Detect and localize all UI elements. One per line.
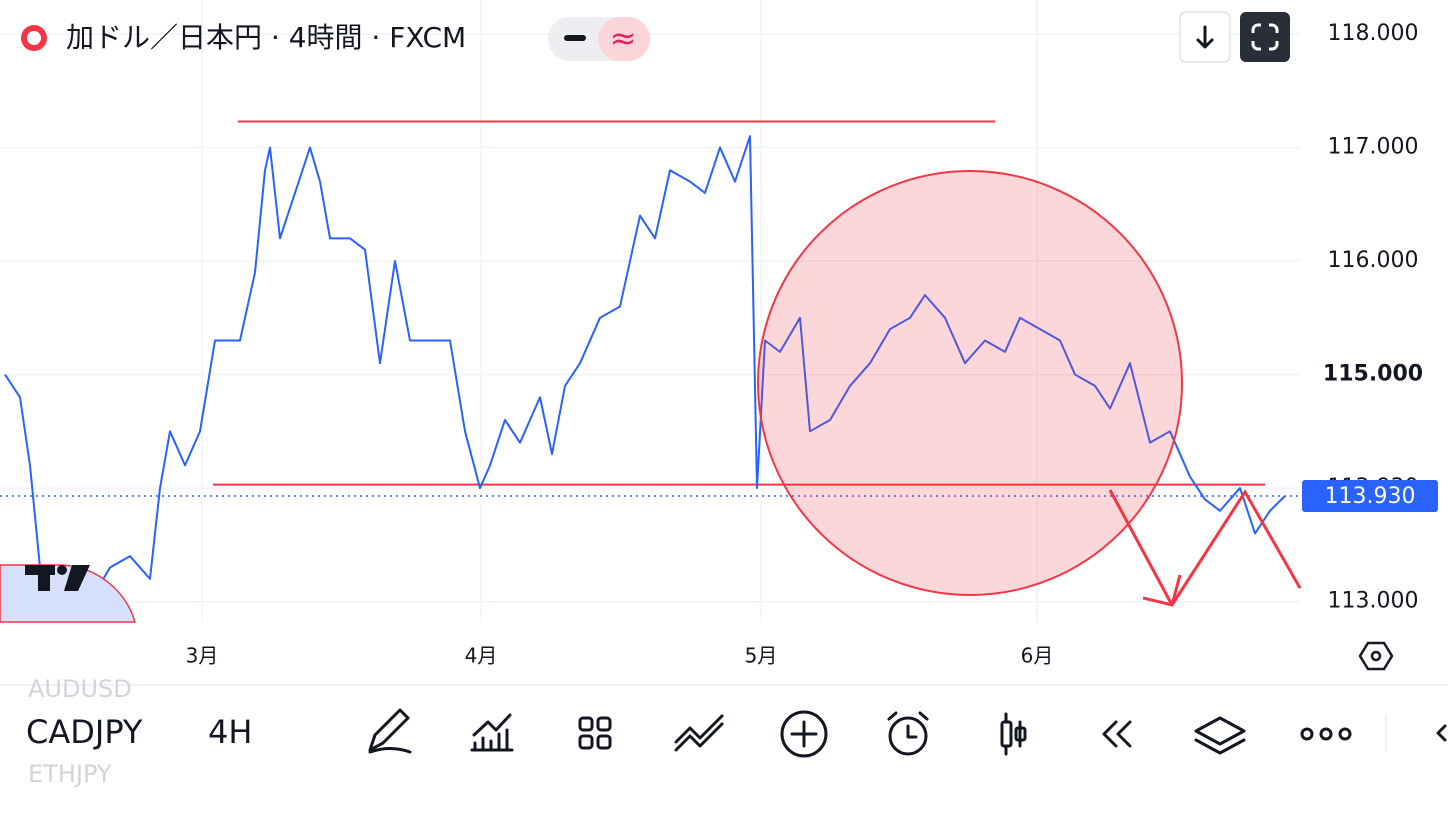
settings-button[interactable] [1358, 641, 1394, 671]
last-price-label: 113.930 [1325, 484, 1416, 509]
plot-area [0, 120, 1300, 614]
header: 加ドル／日本円 · 4時間 · FXCM ≈ [21, 11, 1290, 63]
price-line [4, 135, 1286, 614]
chart-type-tool[interactable] [1000, 712, 1027, 756]
logo-background [0, 564, 137, 623]
path-drawing [1170, 489, 1302, 606]
svg-text:≈: ≈ [610, 19, 637, 57]
alert-tool[interactable] [887, 711, 929, 756]
templates-tool[interactable] [578, 716, 612, 750]
y-tick-label: 117.000 [1328, 135, 1419, 160]
y-tick-label: 113.000 [1328, 589, 1419, 614]
add-tool[interactable] [780, 710, 828, 758]
interval[interactable]: 4H [208, 713, 252, 751]
y-tick-label: 115.000 [1323, 362, 1423, 387]
x-tick-label: 6月 [1021, 644, 1054, 668]
indicators-tool[interactable] [470, 713, 514, 752]
chart-title: 加ドル／日本円 · 4時間 · FXCM [66, 21, 466, 54]
y-tick-label: 116.000 [1328, 248, 1419, 273]
x-tick-label: 5月 [745, 644, 778, 668]
grid [0, 0, 1300, 622]
x-tick-label: 3月 [186, 644, 219, 668]
symbol[interactable]: CADJPY [26, 713, 143, 751]
x-tick-label: 4月 [465, 644, 498, 668]
arrow-drawing [1108, 489, 1174, 606]
y-tick-label: 118.000 [1328, 21, 1419, 46]
more-tool[interactable] [1300, 727, 1352, 741]
compare-tool[interactable] [674, 714, 724, 752]
draw-tool[interactable] [368, 708, 412, 754]
symbol-faded: ETHJPY [28, 760, 112, 788]
symbol-faded: AUDUSD [28, 675, 132, 703]
layers-tool[interactable] [1194, 716, 1246, 755]
last-price-badge [1302, 480, 1438, 513]
circle-drawing [757, 170, 1183, 596]
replay-tool[interactable] [1102, 720, 1132, 748]
toolbar: AUDUSD ETHJPY CADJPY 4H [26, 675, 1447, 788]
logo [25, 565, 90, 591]
